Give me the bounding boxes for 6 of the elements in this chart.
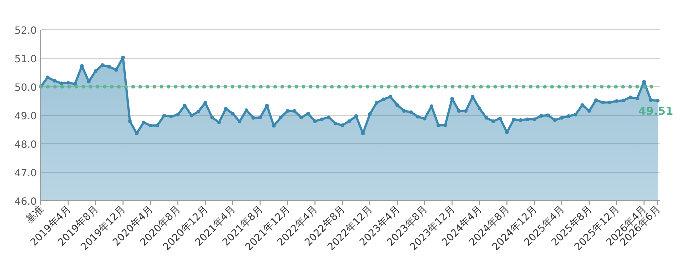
- y-tick-label: 50.0: [14, 83, 37, 94]
- y-tick-label: 52.0: [14, 26, 37, 37]
- y-tick-label: 48.0: [14, 140, 37, 151]
- y-tick-label: 49.0: [14, 112, 37, 122]
- y-tick-label: 47.0: [14, 168, 37, 180]
- y-tick-label: 51.0: [14, 54, 37, 66]
